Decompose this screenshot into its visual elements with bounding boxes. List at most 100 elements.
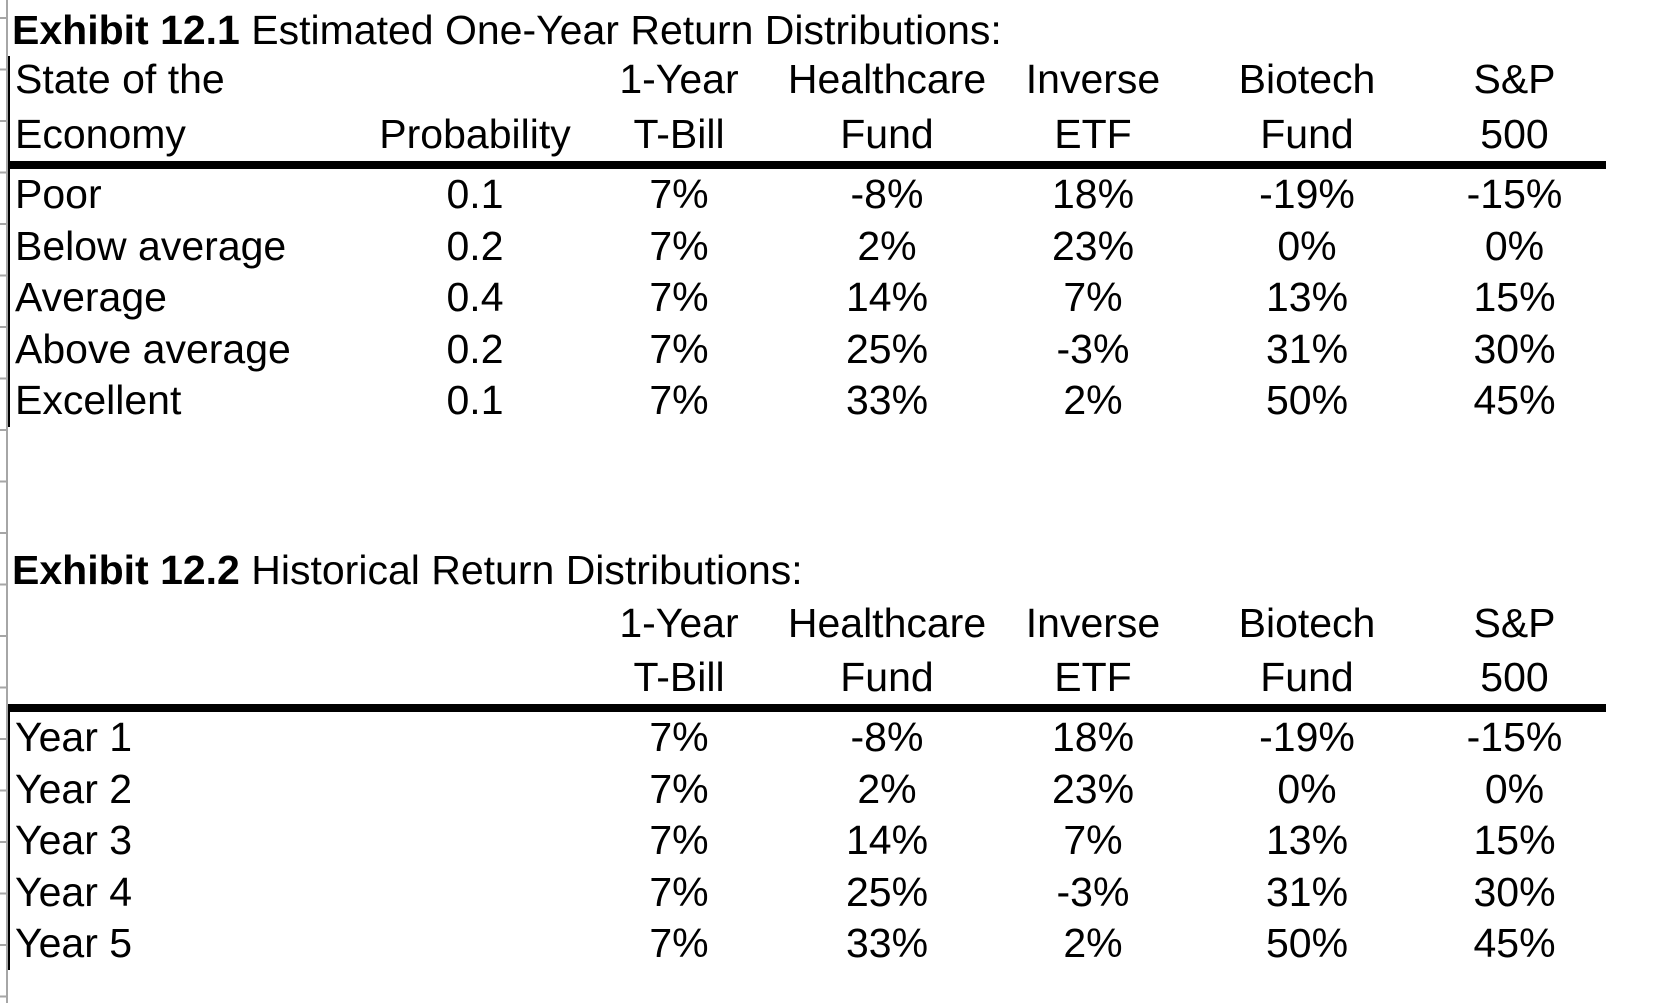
table-row: Excellent 0.1 7% 33% 2% 50% 45% [8,375,1606,427]
healthcare-cell: 14% [845,817,929,864]
year-label-cell: Year 1 [8,708,579,764]
inverse-etf-cell: 2% [1063,377,1123,424]
t-bill-cell: 7% [649,868,709,915]
row-gutter-gridline [6,0,8,1003]
t-bill-cell: 7% [649,171,709,218]
healthcare-cell: 2% [857,765,917,812]
table-row: Year 4 7% 25% -3% 31% 30% [8,866,1606,918]
header-cell: T-Bill [579,649,779,712]
exhibit2-header-row-2: T-Bill Fund ETF Fund 500 [9,649,1606,712]
t-bill-cell: 7% [649,765,709,812]
header-cell: 1-Year [619,600,739,646]
healthcare-cell: 14% [845,274,929,321]
inverse-etf-cell: 2% [1063,920,1123,967]
biotech-cell: -19% [1259,714,1355,761]
header-cell: Inverse [1025,56,1161,102]
exhibit1-title: Exhibit 12.1 Estimated One-Year Return D… [12,10,1002,51]
t-bill-cell: 7% [649,222,709,269]
sp500-cell: 30% [1473,325,1556,372]
header-cell: ETF [995,105,1191,169]
exhibit2-header-row-1: 1-Year Healthcare Inverse Biotech S&P [9,600,1606,649]
inverse-etf-cell: -3% [1056,868,1130,915]
sp500-cell: 0% [1484,222,1545,269]
state-label-cell: Above average [8,323,371,375]
sp500-cell: 45% [1473,920,1556,967]
header-cell [371,56,579,105]
header-cell: 1-Year [619,56,739,102]
inverse-etf-cell: 18% [1051,171,1135,218]
healthcare-cell: -8% [850,714,924,761]
header-cell: Healthcare [787,56,987,102]
table-row: Poor 0.1 7% -8% 18% -19% -15% [8,165,1606,221]
exhibit2-title-text: Historical Return Distributions: [239,547,803,593]
healthcare-cell: 33% [845,920,929,967]
probability-cell: 0.1 [446,171,504,218]
header-cell: Fund [1191,105,1423,169]
biotech-cell: 0% [1277,222,1337,269]
table-row: Year 5 7% 33% 2% 50% 45% [8,918,1606,970]
header-cell: Healthcare [787,600,987,646]
biotech-cell: 0% [1277,765,1337,812]
t-bill-cell: 7% [649,325,709,372]
exhibit1-table: State of the 1-Year Healthcare Inverse B… [8,56,1606,427]
sp500-cell: -15% [1466,171,1563,218]
biotech-cell: 50% [1265,377,1349,424]
header-cell: 500 [1423,105,1606,169]
header-cell: Probability [371,105,579,169]
year-label-cell: Year 4 [8,866,579,918]
healthcare-cell: 25% [845,868,929,915]
exhibit1-header-row-1: State of the 1-Year Healthcare Inverse B… [8,56,1606,105]
header-cell: S&P [1473,56,1556,102]
biotech-cell: 31% [1265,325,1349,372]
year-label-cell: Year 2 [8,763,579,815]
inverse-etf-cell: 7% [1063,817,1123,864]
state-label-cell: Average [8,272,371,324]
sp500-cell: 30% [1473,868,1556,915]
table-row: Average 0.4 7% 14% 7% 13% 15% [8,272,1606,324]
header-cell: State of the [8,56,371,105]
exhibit2-title: Exhibit 12.2 Historical Return Distribut… [12,550,803,591]
header-cell: Fund [1191,649,1423,712]
header-cell: Fund [779,649,995,712]
header-cell: T-Bill [579,105,779,169]
inverse-etf-cell: -3% [1056,325,1130,372]
biotech-cell: 50% [1265,920,1349,967]
t-bill-cell: 7% [649,817,709,864]
state-label-cell: Below average [8,220,371,272]
header-cell [9,649,579,712]
year-label-cell: Year 3 [8,815,579,867]
t-bill-cell: 7% [649,377,709,424]
sp500-cell: 15% [1473,817,1556,864]
inverse-etf-cell: 23% [1051,222,1135,269]
healthcare-cell: 25% [845,325,929,372]
t-bill-cell: 7% [649,274,709,321]
table-row: Below average 0.2 7% 2% 23% 0% 0% [8,220,1606,272]
inverse-etf-cell: 18% [1051,714,1135,761]
table-row: Above average 0.2 7% 25% -3% 31% 30% [8,323,1606,375]
exhibit1-header-row-2: Economy Probability T-Bill Fund ETF Fund… [8,105,1606,169]
header-cell [9,600,579,649]
inverse-etf-cell: 23% [1051,765,1135,812]
state-label-cell: Excellent [8,375,371,427]
t-bill-cell: 7% [649,714,709,761]
healthcare-cell: 33% [845,377,929,424]
sp500-cell: 15% [1473,274,1556,321]
year-label-cell: Year 5 [8,918,579,970]
header-cell: Inverse [1025,600,1161,646]
healthcare-cell: 2% [857,222,917,269]
biotech-cell: 13% [1265,817,1349,864]
t-bill-cell: 7% [649,920,709,967]
biotech-cell: 31% [1265,868,1349,915]
probability-cell: 0.4 [446,274,504,321]
exhibit2-table: 1-Year Healthcare Inverse Biotech S&P T-… [8,600,1606,970]
biotech-cell: 13% [1265,274,1349,321]
biotech-cell: -19% [1259,171,1355,218]
probability-cell: 0.1 [446,377,504,424]
header-cell: Fund [779,105,995,169]
inverse-etf-cell: 7% [1063,274,1123,321]
sp500-cell: -15% [1466,714,1563,761]
header-cell: Biotech [1238,600,1376,646]
header-cell: ETF [995,649,1191,712]
table-row: Year 1 7% -8% 18% -19% -15% [8,708,1606,764]
